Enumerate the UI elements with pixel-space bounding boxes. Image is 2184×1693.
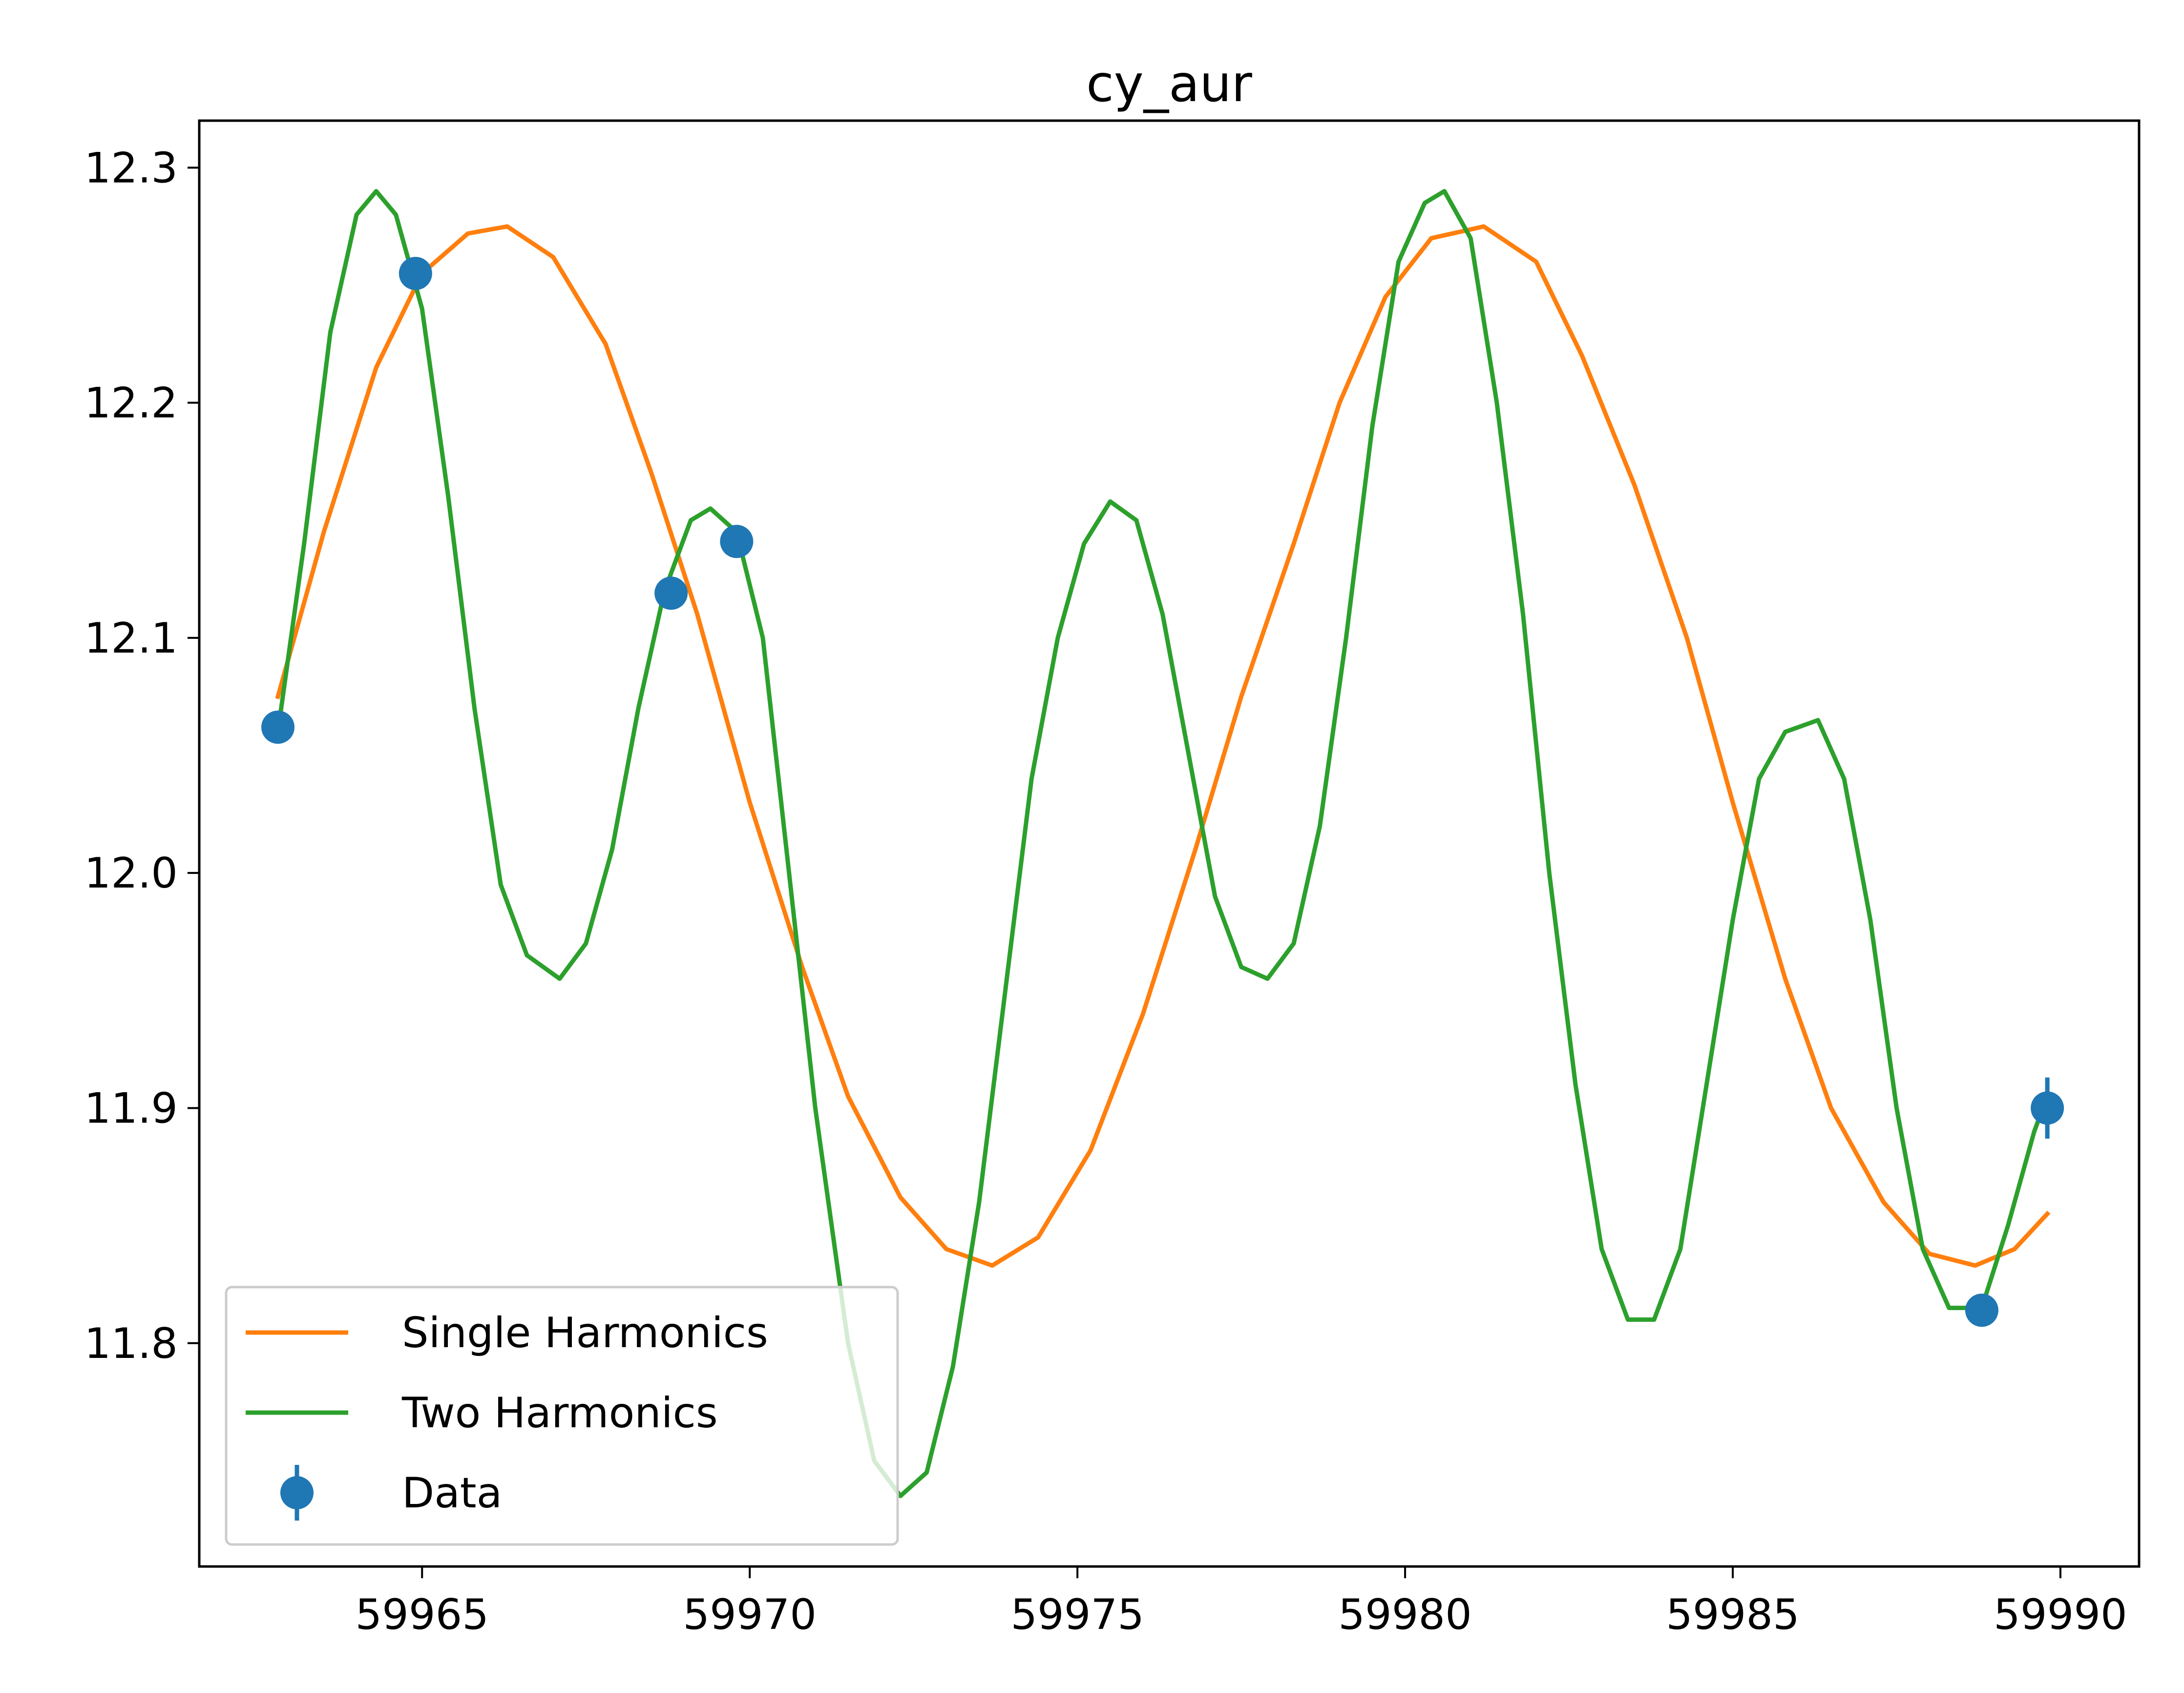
legend: Single Harmonics Two Harmonics Data — [225, 1286, 899, 1546]
data-point — [261, 710, 295, 744]
data-point — [720, 525, 754, 558]
y-tick-label: 11.9 — [84, 1084, 178, 1133]
legend-label: Two Harmonics — [401, 1389, 718, 1438]
data-point — [2031, 1091, 2064, 1125]
plot-area — [198, 119, 2141, 1568]
x-tick-label: 59965 — [355, 1590, 489, 1639]
y-tick-label: 11.8 — [84, 1319, 178, 1368]
x-tick-label: 59970 — [683, 1590, 817, 1639]
x-tick-label: 59990 — [1994, 1590, 2127, 1639]
data-point — [654, 576, 688, 610]
data-point — [1965, 1293, 1998, 1327]
legend-label: Data — [402, 1469, 502, 1518]
y-tick-label: 12.0 — [84, 849, 178, 898]
x-axis: 59965 59970 59975 59980 59985 59990 — [355, 1566, 2127, 1639]
series-layer — [261, 189, 2064, 1499]
x-tick-label: 59975 — [1010, 1590, 1144, 1639]
series-line-single-harmonics — [275, 224, 2051, 1268]
chart-title: cy_aur — [1086, 55, 1252, 113]
axes-frame — [198, 119, 2141, 1568]
legend-marker-swatch — [280, 1476, 314, 1509]
legend-box — [225, 1286, 899, 1546]
y-tick-label: 12.1 — [84, 614, 178, 663]
y-axis: 11.8 11.9 12.0 12.1 12.2 12.3 — [84, 144, 199, 1368]
y-tick-label: 12.3 — [84, 144, 178, 192]
data-point — [399, 256, 432, 290]
x-tick-label: 59985 — [1666, 1590, 1800, 1639]
series-line-two-harmonics — [275, 189, 2050, 1499]
legend-label: Single Harmonics — [402, 1309, 768, 1357]
y-tick-label: 12.2 — [84, 379, 178, 428]
x-tick-label: 59980 — [1338, 1590, 1472, 1639]
